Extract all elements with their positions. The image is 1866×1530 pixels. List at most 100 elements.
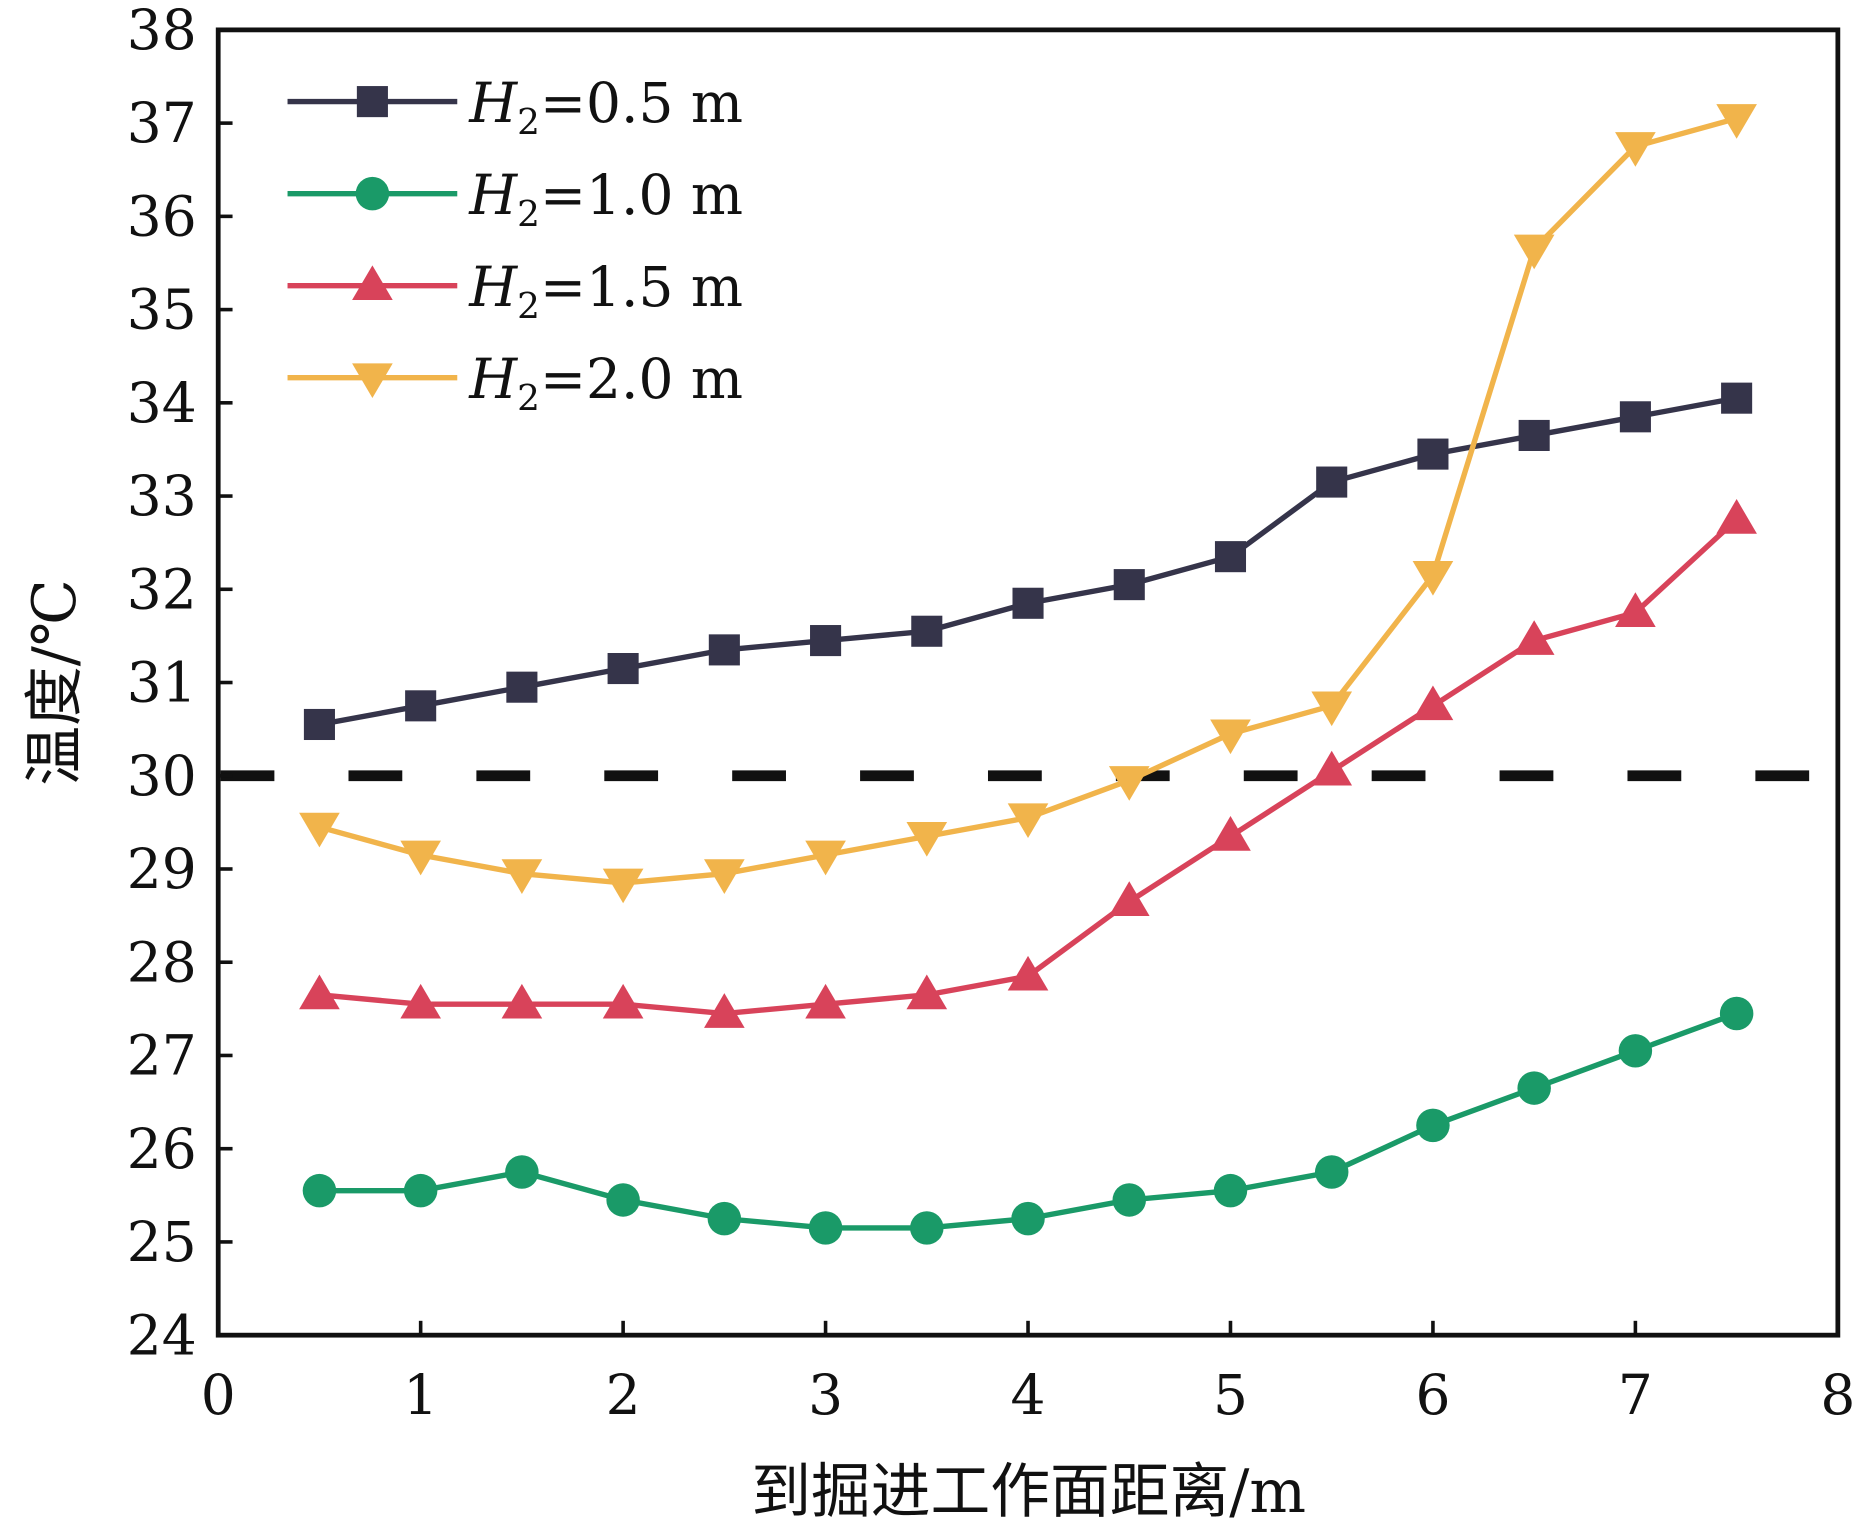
circle-marker — [1416, 1108, 1450, 1143]
series-line — [319, 1010, 1738, 1231]
x-tick-label: 3 — [808, 1363, 843, 1427]
y-tick-label: 33 — [127, 464, 197, 528]
triangle-up-marker — [1716, 499, 1757, 534]
y-tick-label: 36 — [127, 184, 197, 248]
x-tick-label: 5 — [1213, 1363, 1248, 1427]
y-tick-label: 35 — [127, 278, 197, 342]
x-tick-label: 4 — [1011, 1363, 1046, 1427]
y-tick-label: 28 — [127, 930, 197, 994]
circle-marker — [355, 176, 390, 211]
triangle-up-marker — [602, 983, 644, 1019]
legend-entry: H2=2.0 m — [287, 347, 743, 419]
triangle-down-marker — [1412, 560, 1454, 596]
triangle-up-marker — [299, 974, 340, 1010]
circle-marker — [1618, 1034, 1653, 1068]
triangle-down-marker — [906, 822, 948, 857]
circle-marker — [1719, 996, 1754, 1031]
triangle-up-marker — [400, 983, 441, 1019]
circle-marker — [403, 1173, 438, 1208]
series-1 — [303, 382, 1753, 741]
square-marker — [405, 690, 437, 722]
triangle-up-marker — [1311, 750, 1353, 786]
triangle-down-marker — [1615, 132, 1656, 167]
y-tick-label: 26 — [127, 1117, 197, 1181]
circle-marker — [1112, 1183, 1146, 1217]
triangle-down-marker — [1513, 234, 1555, 270]
triangle-up-marker — [501, 983, 543, 1019]
legend-label: H2=1.0 m — [468, 163, 743, 235]
circle-marker — [1517, 1071, 1551, 1105]
legend-label: H2=2.0 m — [468, 347, 743, 419]
triangle-up-marker — [1412, 685, 1454, 721]
square-marker — [607, 652, 639, 685]
circle-marker — [505, 1155, 539, 1189]
x-tick-label: 6 — [1415, 1363, 1450, 1427]
triangle-down-marker — [805, 840, 846, 876]
triangle-down-marker — [299, 812, 340, 848]
series-3 — [299, 499, 1757, 1028]
circle-marker — [1213, 1173, 1248, 1208]
triangle-up-marker — [805, 983, 846, 1019]
square-marker — [810, 625, 842, 657]
square-marker — [1721, 382, 1753, 414]
y-tick-label: 34 — [127, 371, 197, 435]
y-tick-label: 27 — [127, 1024, 197, 1088]
square-marker — [1619, 401, 1651, 433]
circle-marker — [1314, 1155, 1349, 1189]
square-marker — [1214, 541, 1247, 573]
triangle-down-marker — [1108, 766, 1150, 801]
y-tick-label: 24 — [127, 1303, 197, 1367]
triangle-down-marker — [400, 840, 441, 876]
legend-label: H2=1.5 m — [468, 255, 743, 327]
x-tick-label: 1 — [403, 1363, 438, 1427]
triangle-down-marker — [1311, 691, 1353, 727]
square-marker — [1113, 569, 1145, 601]
y-tick-label: 37 — [127, 91, 197, 155]
square-marker — [303, 708, 335, 741]
triangle-down-marker — [1210, 719, 1251, 755]
triangle-up-marker — [1513, 620, 1555, 655]
triangle-down-marker — [352, 363, 393, 399]
circle-marker — [606, 1183, 640, 1217]
x-tick-label: 7 — [1618, 1363, 1653, 1427]
x-tick-label: 0 — [201, 1363, 236, 1427]
triangle-down-marker — [501, 859, 543, 894]
triangle-down-marker — [704, 859, 745, 894]
y-tick-label: 31 — [127, 651, 197, 715]
square-marker — [1417, 438, 1449, 470]
x-tick-label: 8 — [1820, 1363, 1855, 1427]
x-tick-label: 2 — [606, 1363, 641, 1427]
circle-marker — [808, 1211, 843, 1245]
square-marker — [1518, 419, 1550, 451]
square-marker — [356, 86, 388, 118]
triangle-up-marker — [352, 265, 393, 301]
y-tick-label: 25 — [127, 1210, 197, 1274]
circle-marker — [1011, 1201, 1045, 1236]
triangle-down-marker — [1007, 803, 1049, 839]
triangle-up-marker — [906, 974, 948, 1010]
square-marker — [1012, 587, 1044, 619]
square-marker — [1316, 466, 1348, 498]
triangle-up-marker — [1615, 592, 1656, 627]
y-tick-label: 29 — [127, 837, 197, 901]
triangle-down-marker — [1716, 104, 1757, 139]
y-axis-label: 温度/℃ — [21, 579, 90, 785]
plot-frame — [215, 27, 1841, 1338]
y-tick-label: 30 — [127, 744, 197, 808]
triangle-down-marker — [602, 868, 644, 904]
legend-entry: H2=0.5 m — [287, 71, 743, 143]
y-tick-label: 32 — [127, 557, 197, 621]
y-tick-label: 38 — [127, 0, 197, 62]
triangle-up-marker — [1007, 955, 1049, 991]
legend-label: H2=0.5 m — [468, 71, 743, 143]
series-4 — [299, 104, 1757, 904]
circle-marker — [707, 1201, 742, 1236]
legend-entry: H2=1.5 m — [287, 255, 743, 327]
circle-marker — [302, 1173, 337, 1208]
triangle-up-marker — [704, 993, 745, 1028]
triangle-up-marker — [1210, 816, 1251, 851]
series-2 — [302, 996, 1754, 1245]
square-marker — [708, 634, 740, 666]
x-axis-label: 到掘进工作面距离/m — [751, 1458, 1306, 1527]
